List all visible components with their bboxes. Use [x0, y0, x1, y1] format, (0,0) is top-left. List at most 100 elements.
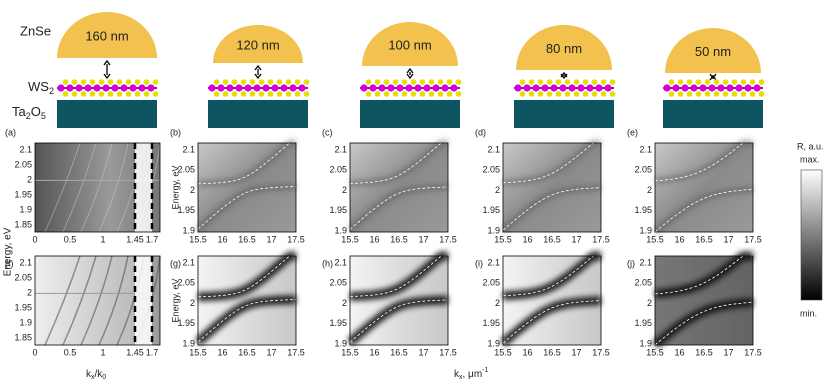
- arrow-head: [254, 64, 262, 71]
- atom: [107, 91, 114, 97]
- atom: [731, 91, 738, 97]
- y-tick-label: 2: [27, 287, 32, 297]
- text: 2: [26, 111, 31, 121]
- y-tick-label: 1.9: [182, 338, 195, 348]
- atom: [677, 91, 684, 97]
- x-tick-label: 16.5: [390, 234, 408, 244]
- x-tick-label: 16: [522, 234, 532, 244]
- atom: [455, 79, 462, 85]
- atom: [98, 79, 105, 85]
- atom: [116, 79, 123, 85]
- atom: [231, 79, 238, 85]
- y-tick-label: 2.1: [182, 144, 195, 154]
- atom: [704, 91, 711, 97]
- mode-line: [62, 142, 97, 233]
- atom: [378, 84, 386, 92]
- mode-line: [80, 142, 113, 233]
- x-tick-label: 15.5: [494, 234, 512, 244]
- y-tick-label: 1.95: [482, 318, 500, 328]
- colorbar-title: R, a.u.: [797, 141, 824, 151]
- atom: [722, 91, 729, 97]
- substrate: [514, 100, 614, 128]
- y-tick-label: 2: [190, 185, 195, 195]
- atom: [663, 84, 671, 92]
- atom: [591, 91, 598, 97]
- substrate: [57, 100, 157, 128]
- atom: [537, 91, 544, 97]
- x-tick-label: 15.5: [189, 347, 207, 357]
- fit-curve: [197, 255, 296, 298]
- y-tick-label: 2: [190, 298, 195, 308]
- atom: [432, 84, 440, 92]
- x-tick-label: 17: [266, 347, 276, 357]
- atom: [555, 79, 562, 85]
- x-tick-label: 17: [571, 347, 581, 357]
- band: [135, 143, 152, 232]
- y-tick-label: 2.1: [334, 257, 347, 267]
- y-tick-label: 1.95: [177, 205, 195, 215]
- atom: [686, 91, 693, 97]
- fit-curve: [654, 301, 754, 346]
- plot-frame: [502, 255, 602, 346]
- atom: [753, 84, 761, 92]
- atom: [262, 84, 270, 92]
- band: [135, 256, 152, 345]
- x-tick-label: 0: [32, 347, 37, 357]
- atom: [441, 84, 449, 92]
- x-tick-label: 16: [217, 234, 227, 244]
- atom: [134, 79, 141, 85]
- x-tick-label: 16: [674, 234, 684, 244]
- y-tick-label: 2.1: [182, 257, 195, 267]
- x-tick-label: 15.5: [646, 347, 664, 357]
- atom: [360, 84, 368, 92]
- atom: [577, 84, 585, 92]
- plot-frame: [502, 142, 602, 233]
- y-tick-label: 2.1: [487, 257, 500, 267]
- panel-label: (d): [475, 127, 486, 137]
- atom: [240, 91, 247, 97]
- atom: [555, 91, 562, 97]
- y-tick-label: 1.95: [329, 318, 347, 328]
- mode-line: [44, 142, 81, 233]
- y-tick-label: 2.05: [329, 278, 347, 288]
- atom: [722, 79, 729, 85]
- plot-frame: [197, 255, 297, 346]
- y-tick-label: 2.1: [334, 144, 347, 154]
- x-tick-label: 17.5: [439, 347, 457, 357]
- arrow-head: [709, 74, 717, 81]
- panel-label: (j): [627, 258, 635, 268]
- atom: [519, 91, 526, 97]
- x-tick-label: 16.5: [390, 347, 408, 357]
- atom: [600, 91, 607, 97]
- atom: [75, 84, 83, 92]
- atom: [726, 84, 734, 92]
- y-tick-label: 2.1: [487, 144, 500, 154]
- atom: [446, 91, 453, 97]
- atom: [374, 91, 381, 97]
- panel-label: (g): [170, 258, 181, 268]
- atom: [546, 91, 553, 97]
- colorbar-label: min.: [800, 308, 817, 318]
- text: 5: [41, 111, 46, 121]
- atom: [152, 91, 159, 97]
- lens: [213, 25, 303, 63]
- atom: [240, 79, 247, 85]
- atom: [303, 79, 310, 85]
- atom: [71, 91, 78, 97]
- y-tick-label: 2.05: [177, 278, 195, 288]
- y-tick-label: 2: [495, 298, 500, 308]
- atom: [213, 79, 220, 85]
- y-tick-label: 1.95: [329, 205, 347, 215]
- x-tick-label: 17.5: [287, 347, 305, 357]
- mode-line: [98, 255, 129, 346]
- x-tick-label: 16.5: [543, 234, 561, 244]
- atom: [758, 91, 765, 97]
- fit-curve: [502, 255, 601, 297]
- panel-label: (i): [475, 258, 483, 268]
- atom: [546, 79, 553, 85]
- atom: [93, 84, 101, 92]
- text: /k: [95, 369, 104, 380]
- atom: [450, 84, 458, 92]
- fit-curve: [502, 300, 602, 344]
- fit-curve: [349, 142, 448, 184]
